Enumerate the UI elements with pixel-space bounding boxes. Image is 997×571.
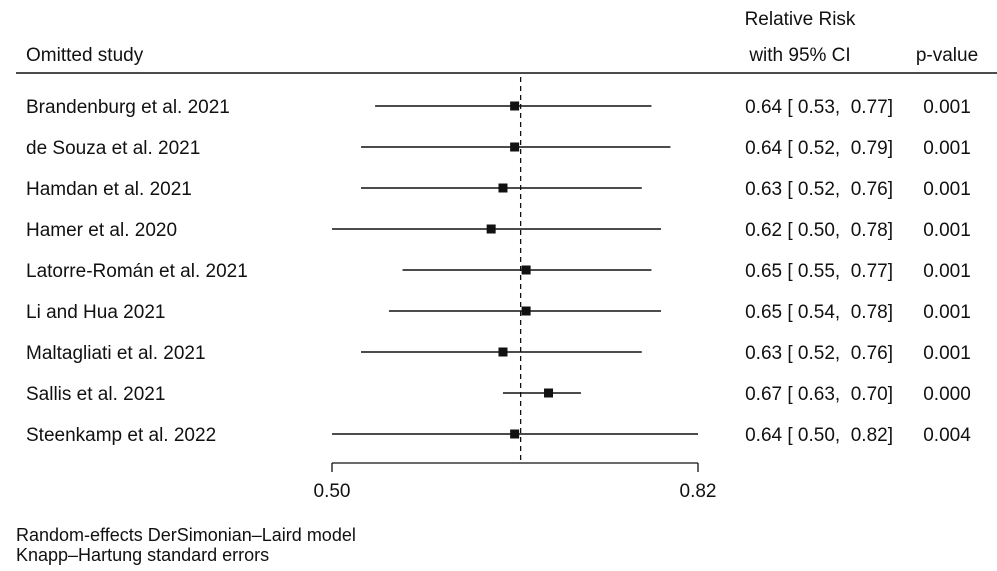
- point-estimate-marker-sallis-et-al-2021: [544, 388, 554, 398]
- p-value-brandenburg-et-al-2021: 0.001: [923, 97, 971, 118]
- point-estimate-marker-steenkamp-et-al-2022: [510, 429, 520, 439]
- table-row: Maltagliati et al. 2021 0.63 [ 0.52, 0.76…: [26, 343, 971, 364]
- table-row: Hamer et al. 2020 0.62 [ 0.50, 0.78] 0.001: [26, 220, 971, 241]
- study-label-latorre-rom-n-et-al-2021: Latorre-Román et al. 2021: [26, 261, 248, 282]
- table-row: de Souza et al. 2021 0.64 [ 0.52, 0.79] 0.…: [26, 138, 971, 159]
- study-label-hamdan-et-al-2021: Hamdan et al. 2021: [26, 179, 192, 200]
- rr-ci-value-sallis-et-al-2021: 0.67 [ 0.63, 0.70]: [745, 384, 893, 405]
- point-estimate-marker-li-and-hua-2021: [521, 306, 531, 316]
- p-value-hamdan-et-al-2021: 0.001: [923, 179, 971, 200]
- rr-ci-value-latorre-rom-n-et-al-2021: 0.65 [ 0.55, 0.77]: [745, 261, 893, 282]
- table-row: Latorre-Román et al. 2021 0.65 [ 0.55, 0.…: [26, 261, 971, 282]
- study-label-maltagliati-et-al-2021: Maltagliati et al. 2021: [26, 343, 206, 364]
- study-label-brandenburg-et-al-2021: Brandenburg et al. 2021: [26, 97, 230, 118]
- p-value-li-and-hua-2021: 0.001: [923, 302, 971, 323]
- table-row: Li and Hua 2021 0.65 [ 0.54, 0.78] 0.001: [26, 302, 971, 323]
- study-label-li-and-hua-2021: Li and Hua 2021: [26, 302, 165, 323]
- p-value-maltagliati-et-al-2021: 0.001: [923, 343, 971, 364]
- study-label-steenkamp-et-al-2022: Steenkamp et al. 2022: [26, 425, 216, 446]
- footnote-standard-errors: Knapp–Hartung standard errors: [16, 545, 269, 565]
- x-tick-label-0.50: 0.50: [314, 481, 351, 502]
- table-row: Brandenburg et al. 2021 0.64 [ 0.53, 0.77…: [26, 97, 971, 118]
- point-estimate-marker-brandenburg-et-al-2021: [510, 101, 520, 111]
- x-tick-label-0.82: 0.82: [680, 481, 717, 502]
- p-value-de-souza-et-al-2021: 0.001: [923, 138, 971, 159]
- study-label-sallis-et-al-2021: Sallis et al. 2021: [26, 384, 165, 405]
- table-row: Steenkamp et al. 2022 0.64 [ 0.50, 0.82] 0…: [26, 425, 971, 446]
- point-estimate-marker-hamer-et-al-2020: [486, 224, 496, 234]
- header-ci: with 95% CI: [748, 45, 850, 66]
- rr-ci-value-li-and-hua-2021: 0.65 [ 0.54, 0.78]: [745, 302, 893, 323]
- point-estimate-marker-maltagliati-et-al-2021: [498, 347, 508, 357]
- rr-ci-value-brandenburg-et-al-2021: 0.64 [ 0.53, 0.77]: [745, 97, 893, 118]
- p-value-hamer-et-al-2020: 0.001: [923, 220, 971, 241]
- p-value-steenkamp-et-al-2022: 0.004: [923, 425, 971, 446]
- p-value-latorre-rom-n-et-al-2021: 0.001: [923, 261, 971, 282]
- rr-ci-value-de-souza-et-al-2021: 0.64 [ 0.52, 0.79]: [745, 138, 893, 159]
- rr-ci-value-hamer-et-al-2020: 0.62 [ 0.50, 0.78]: [745, 220, 893, 241]
- header-omitted-study: Omitted study: [26, 45, 144, 66]
- study-label-hamer-et-al-2020: Hamer et al. 2020: [26, 220, 177, 241]
- table-row: Hamdan et al. 2021 0.63 [ 0.52, 0.76] 0.00…: [26, 179, 971, 200]
- study-label-de-souza-et-al-2021: de Souza et al. 2021: [26, 138, 200, 159]
- header-relative-risk: Relative Risk: [745, 9, 856, 30]
- footnote-model: Random-effects DerSimonian–Laird model: [16, 525, 356, 545]
- rr-ci-value-steenkamp-et-al-2022: 0.64 [ 0.50, 0.82]: [745, 425, 893, 446]
- rr-ci-value-hamdan-et-al-2021: 0.63 [ 0.52, 0.76]: [745, 179, 893, 200]
- header-p-value: p-value: [916, 45, 978, 66]
- point-estimate-marker-hamdan-et-al-2021: [498, 183, 508, 193]
- table-row: Sallis et al. 2021 0.67 [ 0.63, 0.70] 0.00…: [26, 384, 971, 405]
- point-estimate-marker-latorre-rom-n-et-al-2021: [521, 265, 531, 275]
- rr-ci-value-maltagliati-et-al-2021: 0.63 [ 0.52, 0.76]: [745, 343, 893, 364]
- x-axis: 0.50 0.82: [314, 462, 717, 502]
- point-estimate-marker-de-souza-et-al-2021: [510, 142, 520, 152]
- study-rows: Brandenburg et al. 2021 0.64 [ 0.53, 0.77…: [26, 97, 971, 446]
- p-value-sallis-et-al-2021: 0.000: [923, 384, 971, 405]
